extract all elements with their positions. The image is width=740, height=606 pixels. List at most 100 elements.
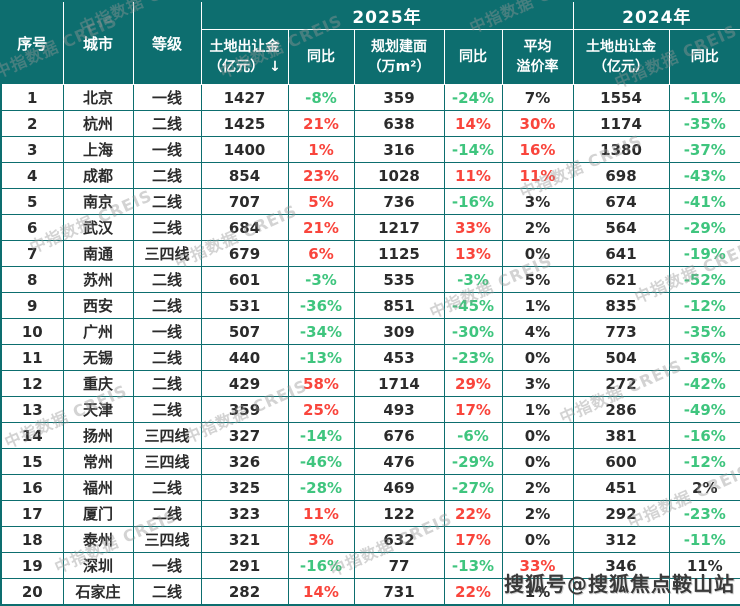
cell-tier: 二线 [132,370,202,397]
header-area-line2: （万m²） [367,59,431,75]
cell-area: 476 [353,448,445,475]
cell-fee25: 327 [200,422,289,449]
cell-area: 1714 [353,370,445,397]
cell-seq: 15 [0,448,64,475]
cell-area-yoy: -14% [443,136,503,163]
table-row: 20 石家庄 二线 282 14% 731 22% 1% [0,578,740,606]
cell-fee24-yoy: -29% [668,214,740,241]
cell-area-yoy: 22% [443,578,503,606]
cell-area: 731 [353,578,445,606]
cell-fee25: 323 [200,500,289,527]
cell-premium: 0% [501,344,574,371]
cell-tier: 一线 [132,318,202,345]
cell-area: 1125 [353,240,445,267]
cell-seq: 19 [0,552,64,579]
header-premium: 平均 溢价率 [501,29,574,85]
cell-tier: 一线 [132,136,202,163]
cell-city: 厦门 [62,500,134,527]
cell-city: 天津 [62,396,134,423]
cell-tier: 三四线 [132,240,202,267]
cell-fee25: 1425 [200,110,289,137]
cell-fee24: 1554 [572,84,670,111]
cell-fee25: 684 [200,214,289,241]
cell-area-yoy: 17% [443,526,503,553]
cell-fee25-yoy: 23% [287,162,355,189]
header-group-2024: 2024年 [572,0,740,30]
cell-fee25: 531 [200,292,289,319]
header-fee-2025[interactable]: 土地出让金 （亿元） ↓ [200,29,289,85]
header-fee-2025-yoy: 同比 [287,29,355,85]
cell-seq: 16 [0,474,64,501]
cell-tier: 二线 [132,344,202,371]
cell-fee25: 325 [200,474,289,501]
cell-area: 316 [353,136,445,163]
cell-fee25-yoy: 11% [287,500,355,527]
cell-fee25-yoy: -34% [287,318,355,345]
cell-fee25-yoy: -46% [287,448,355,475]
cell-premium: 30% [501,110,574,137]
table-row: 7 南通 三四线 679 6% 1125 13% 0% 641 -19% [0,240,740,267]
cell-area-yoy: 13% [443,240,503,267]
cell-fee25-yoy: 14% [287,578,355,606]
cell-premium: 0% [501,240,574,267]
cell-fee24-yoy: -43% [668,162,740,189]
header-fee-2025-line2: （亿元） ↓ [208,59,281,75]
cell-tier: 二线 [132,396,202,423]
cell-area: 1028 [353,162,445,189]
cell-fee24: 564 [572,214,670,241]
header-city: 城市 [62,0,134,85]
cell-fee25: 507 [200,318,289,345]
cell-fee24-yoy: -49% [668,396,740,423]
table-row: 1 北京 一线 1427 -8% 359 -24% 7% 1554 -11% [0,84,740,111]
cell-premium: 0% [501,448,574,475]
cell-area-yoy: 29% [443,370,503,397]
cell-fee24-yoy: -36% [668,344,740,371]
cell-city: 杭州 [62,110,134,137]
cell-premium: 5% [501,266,574,293]
cell-fee25-yoy: -8% [287,84,355,111]
cell-area-yoy: 33% [443,214,503,241]
table-row: 4 成都 二线 854 23% 1028 11% 11% 698 -43% [0,162,740,189]
sohu-watermark: 搜狐号@搜狐焦点鞍山站 [504,572,735,596]
cell-fee25: 1427 [200,84,289,111]
cell-fee25: 321 [200,526,289,553]
cell-seq: 14 [0,422,64,449]
header-premium-line2: 溢价率 [516,59,559,75]
cell-tier: 二线 [132,292,202,319]
cell-fee25: 440 [200,344,289,371]
cell-fee24-yoy: -35% [668,318,740,345]
header-fee-2024: 土地出让金 （亿元） [572,29,670,85]
cell-city: 常州 [62,448,134,475]
cell-fee24: 1174 [572,110,670,137]
table-row: 15 常州 三四线 326 -46% 476 -29% 0% 600 -12% [0,448,740,475]
cell-area: 453 [353,344,445,371]
cell-area: 1217 [353,214,445,241]
table-row: 19 深圳 一线 291 -16% 77 -13% 33% 346 11% [0,552,740,579]
cell-seq: 12 [0,370,64,397]
cell-area-yoy: -30% [443,318,503,345]
table-row: 2 杭州 二线 1425 21% 638 14% 30% 1174 -35% [0,110,740,137]
cell-fee25-yoy: 3% [287,526,355,553]
header-fee-2024-yoy: 同比 [668,29,740,85]
cell-fee25: 854 [200,162,289,189]
cell-city: 泰州 [62,526,134,553]
cell-area-yoy: -23% [443,344,503,371]
cell-seq: 17 [0,500,64,527]
header-area-line1: 规划建面 [371,38,427,55]
cell-fee24: 600 [572,448,670,475]
header-fee-2025-line1: 土地出让金 [209,38,280,55]
cell-seq: 1 [0,84,64,111]
cell-fee24-yoy: -12% [668,448,740,475]
cell-fee24-yoy: -16% [668,422,740,449]
cell-premium: 16% [501,136,574,163]
cell-city: 广州 [62,318,134,345]
cell-fee25: 601 [200,266,289,293]
cell-fee25: 282 [200,578,289,606]
cell-fee25-yoy: -16% [287,552,355,579]
cell-tier: 二线 [132,188,202,215]
cell-fee25-yoy: 58% [287,370,355,397]
cell-fee25-yoy: -14% [287,422,355,449]
cell-area-yoy: 22% [443,500,503,527]
cell-seq: 5 [0,188,64,215]
